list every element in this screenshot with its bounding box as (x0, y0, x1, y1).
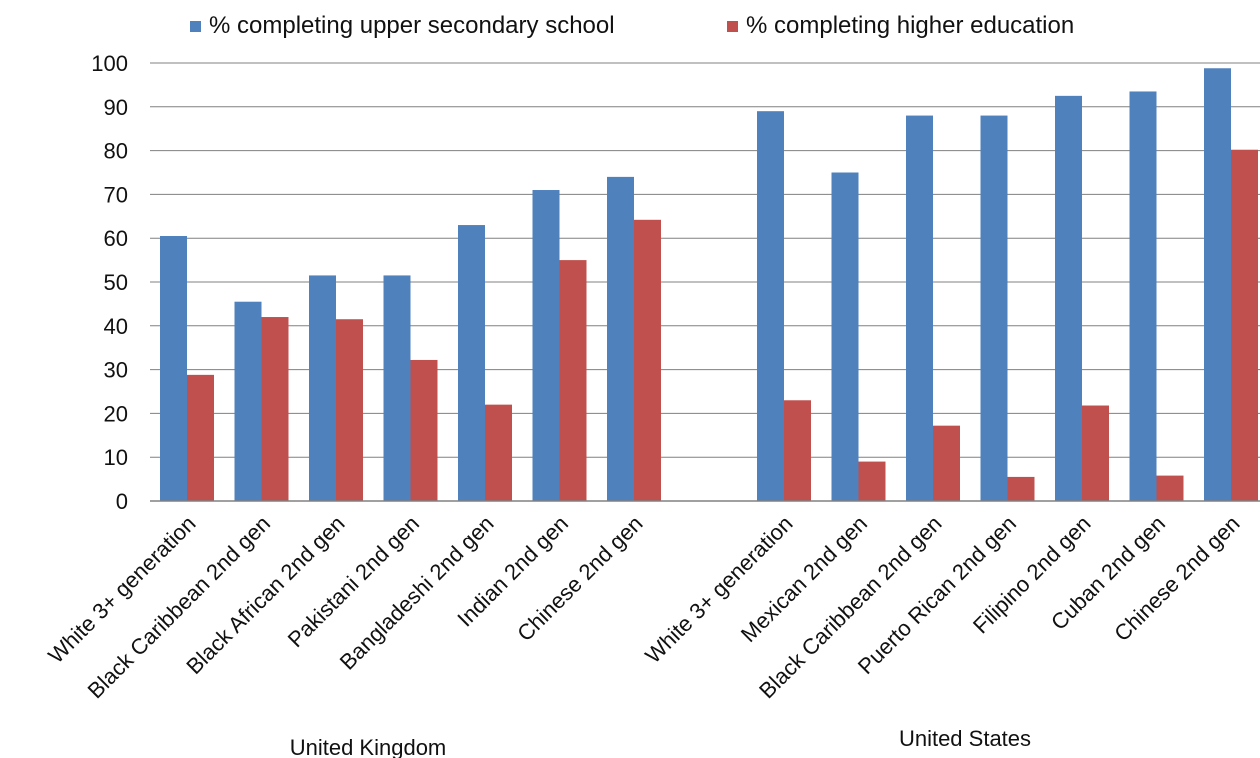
bar (1129, 91, 1157, 501)
bar (336, 319, 363, 501)
y-tick-label: 100 (91, 51, 128, 76)
bar (906, 115, 933, 501)
y-tick-label: 30 (104, 358, 128, 383)
group-label: United Kingdom (290, 735, 447, 758)
bar (1204, 68, 1231, 502)
y-tick-label: 40 (104, 314, 128, 339)
bar (1007, 476, 1035, 501)
bar (757, 111, 784, 502)
bar (458, 225, 485, 501)
y-tick-label: 20 (104, 401, 128, 426)
legend: % completing upper secondary school % co… (0, 12, 1260, 44)
bar (410, 359, 438, 501)
bar (634, 219, 661, 501)
bar (1156, 475, 1184, 501)
bar (933, 425, 960, 501)
bar (187, 374, 214, 501)
y-tick-label: 50 (104, 270, 128, 295)
group-label: United States (899, 726, 1031, 751)
legend-label-secondary: % completing upper secondary school (209, 12, 615, 39)
bar (607, 176, 634, 501)
y-tick-label: 60 (104, 226, 128, 251)
y-tick-label: 10 (104, 445, 128, 470)
bar (532, 190, 560, 501)
bar (261, 317, 289, 501)
bar (980, 115, 1008, 501)
bar (1082, 405, 1109, 501)
x-tick-label: Chinese 2nd gen (512, 511, 647, 646)
bar (1055, 95, 1082, 501)
x-tick-label: Pakistani 2nd gen (283, 511, 424, 652)
x-tick-label: White 3+ generation (640, 511, 797, 668)
y-tick-label: 70 (104, 182, 128, 207)
bar (559, 260, 587, 501)
bar (858, 461, 886, 501)
bar (1231, 149, 1258, 501)
y-tick-label: 90 (104, 95, 128, 120)
x-tick-label: Mexican 2nd gen (736, 511, 872, 647)
legend-swatch-higher (727, 20, 738, 32)
y-tick-label: 0 (116, 489, 128, 514)
y-tick-label: 80 (104, 139, 128, 164)
legend-swatch-secondary (190, 20, 201, 32)
bar (383, 275, 411, 501)
bar (160, 236, 187, 501)
bar (309, 275, 336, 501)
x-tick-label: White 3+ generation (43, 511, 200, 668)
bar (234, 301, 262, 501)
legend-item-secondary: % completing upper secondary school (190, 12, 615, 40)
legend-label-higher: % completing higher education (746, 12, 1075, 39)
bar (784, 400, 811, 501)
bar (831, 172, 859, 501)
x-tick-label: Chinese 2nd gen (1109, 511, 1244, 646)
legend-item-higher: % completing higher education (727, 12, 1074, 40)
bar (485, 404, 512, 501)
